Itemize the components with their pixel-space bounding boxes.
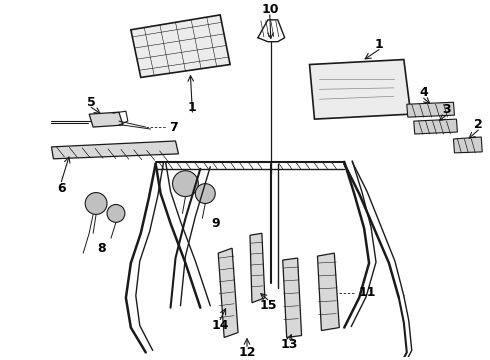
Text: 12: 12 xyxy=(238,346,256,359)
Polygon shape xyxy=(414,119,458,134)
Polygon shape xyxy=(89,112,123,127)
Polygon shape xyxy=(218,248,238,337)
Circle shape xyxy=(172,171,198,197)
Polygon shape xyxy=(310,59,411,119)
Text: 5: 5 xyxy=(87,96,96,109)
Text: 3: 3 xyxy=(442,103,451,116)
Polygon shape xyxy=(407,102,454,117)
Circle shape xyxy=(196,184,215,203)
Text: 1: 1 xyxy=(188,101,197,114)
Text: 10: 10 xyxy=(261,4,279,17)
Polygon shape xyxy=(51,141,178,159)
Text: 9: 9 xyxy=(211,217,220,230)
Polygon shape xyxy=(283,258,301,337)
Text: 4: 4 xyxy=(419,86,428,99)
Text: 2: 2 xyxy=(474,118,483,131)
Polygon shape xyxy=(453,137,482,153)
Text: 13: 13 xyxy=(281,338,298,351)
Text: 14: 14 xyxy=(211,319,229,332)
Polygon shape xyxy=(131,15,230,77)
Text: 8: 8 xyxy=(97,242,105,255)
Text: 7: 7 xyxy=(169,121,178,134)
Polygon shape xyxy=(250,233,265,303)
Polygon shape xyxy=(318,253,339,330)
Text: 15: 15 xyxy=(259,299,276,312)
Text: 11: 11 xyxy=(358,286,376,299)
Text: 6: 6 xyxy=(57,182,66,195)
Circle shape xyxy=(85,193,107,215)
Circle shape xyxy=(107,204,125,222)
Text: 1: 1 xyxy=(375,38,383,51)
